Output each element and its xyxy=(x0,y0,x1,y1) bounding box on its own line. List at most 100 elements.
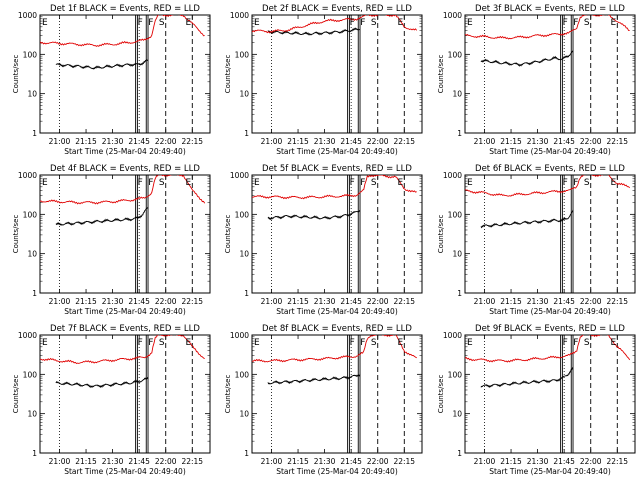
y-tick-label: 100 xyxy=(23,50,38,59)
plot-frame xyxy=(251,174,423,294)
events-series-line xyxy=(480,367,574,388)
y-axis-label: Counts/sec xyxy=(437,375,445,414)
events-series-line xyxy=(480,209,574,229)
x-axis-label: Start Time (25-Mar-04 20:49:40) xyxy=(276,307,398,316)
y-axis-label: Counts/sec xyxy=(437,215,445,254)
marker-label: E xyxy=(610,178,616,188)
lld-series-line xyxy=(252,175,417,200)
marker-label: F xyxy=(573,18,578,28)
y-tick-label: 10 xyxy=(27,250,37,259)
events-series-line xyxy=(55,206,149,226)
plot-frame xyxy=(39,174,211,294)
y-tick-label: 100 xyxy=(448,370,463,379)
x-tick-label: 21:15 xyxy=(75,297,97,306)
x-tick-label: 21:30 xyxy=(314,457,336,466)
y-tick-label: 10 xyxy=(239,90,249,99)
lld-series-line xyxy=(465,335,631,363)
plot-frame xyxy=(464,14,636,134)
x-tick-label: 21:45 xyxy=(128,137,150,146)
x-tick-label: 21:30 xyxy=(102,297,124,306)
y-tick-label: 100 xyxy=(235,370,250,379)
marker-label: F xyxy=(360,18,365,28)
lld-series-line xyxy=(40,175,206,205)
x-tick-label: 22:15 xyxy=(393,457,415,466)
plot-frame xyxy=(464,334,636,454)
x-tick-label: 22:15 xyxy=(606,297,628,306)
y-tick-label: 1 xyxy=(32,449,37,458)
y-tick-label: 1 xyxy=(32,129,37,138)
marker-label: S xyxy=(584,18,590,28)
events-series-line xyxy=(267,374,361,385)
x-tick-label: 21:30 xyxy=(314,297,336,306)
panel-title: Det 5f BLACK = Events, RED = LLD xyxy=(262,164,412,174)
y-tick-label: 1000 xyxy=(18,331,37,340)
y-axis-label: Counts/sec xyxy=(224,55,232,94)
x-tick-label: 21:15 xyxy=(75,137,97,146)
marker-label: F xyxy=(563,18,568,28)
events-series-line xyxy=(55,59,149,70)
detector-panel: Det 1f BLACK = Events, RED = LLD 1 10 100 10… xyxy=(12,4,211,156)
x-axis-label: Start Time (25-Mar-04 20:49:40) xyxy=(489,467,611,476)
plot-frame xyxy=(39,334,211,454)
y-tick-label: 100 xyxy=(235,50,250,59)
marker-label: E xyxy=(610,18,616,28)
marker-label: E xyxy=(467,178,473,188)
x-tick-label: 21:00 xyxy=(474,137,496,146)
y-axis-label: Counts/sec xyxy=(12,375,20,414)
x-tick-label: 21:15 xyxy=(287,297,309,306)
marker-label: F xyxy=(360,338,365,348)
marker-label: S xyxy=(371,178,377,188)
x-tick-label: 21:45 xyxy=(340,297,362,306)
x-tick-label: 21:45 xyxy=(340,137,362,146)
y-tick-label: 1000 xyxy=(443,11,462,20)
x-tick-label: 21:30 xyxy=(102,137,124,146)
x-tick-label: 21:30 xyxy=(527,297,549,306)
x-tick-label: 21:15 xyxy=(500,457,522,466)
x-tick-label: 21:15 xyxy=(75,457,97,466)
x-tick-label: 22:00 xyxy=(367,297,389,306)
detector-panel: Det 3f BLACK = Events, RED = LLD 1 10 100 10… xyxy=(437,4,636,156)
y-tick-label: 10 xyxy=(239,410,249,419)
detector-panel: Det 9f BLACK = Events, RED = LLD 1 10 100 10… xyxy=(437,324,636,476)
plot-frame xyxy=(464,174,636,294)
marker-label: E xyxy=(185,178,191,188)
marker-label: E xyxy=(397,338,403,348)
marker-label: S xyxy=(159,338,165,348)
x-axis-label: Start Time (25-Mar-04 20:49:40) xyxy=(489,307,611,316)
y-axis-label: Counts/sec xyxy=(224,375,232,414)
y-tick-label: 100 xyxy=(448,210,463,219)
marker-label: F xyxy=(138,18,143,28)
x-tick-label: 22:00 xyxy=(580,297,602,306)
marker-label: E xyxy=(42,338,48,348)
marker-label: E xyxy=(254,178,260,188)
x-axis-label: Start Time (25-Mar-04 20:49:40) xyxy=(276,467,398,476)
y-tick-label: 100 xyxy=(448,50,463,59)
detector-panel: Det 4f BLACK = Events, RED = LLD 1 10 100 10… xyxy=(12,164,211,316)
marker-label: S xyxy=(371,338,377,348)
plot-frame xyxy=(251,14,423,134)
y-tick-label: 1000 xyxy=(230,331,249,340)
x-tick-label: 21:00 xyxy=(49,457,71,466)
x-tick-label: 22:00 xyxy=(367,457,389,466)
marker-label: S xyxy=(584,178,590,188)
y-tick-label: 1000 xyxy=(443,331,462,340)
y-axis-label: Counts/sec xyxy=(437,55,445,94)
x-axis-label: Start Time (25-Mar-04 20:49:40) xyxy=(489,147,611,156)
lld-series-line xyxy=(252,335,417,363)
x-tick-label: 22:00 xyxy=(155,297,177,306)
marker-label: F xyxy=(573,338,578,348)
plot-frame xyxy=(39,14,211,134)
x-tick-label: 21:00 xyxy=(261,137,283,146)
detector-panel: Det 6f BLACK = Events, RED = LLD 1 10 100 10… xyxy=(437,164,636,316)
marker-label: E xyxy=(610,338,616,348)
y-tick-label: 10 xyxy=(452,90,462,99)
x-tick-label: 22:15 xyxy=(181,137,203,146)
events-series-line xyxy=(267,27,361,36)
x-tick-label: 22:00 xyxy=(580,457,602,466)
x-tick-label: 21:30 xyxy=(314,137,336,146)
marker-label: E xyxy=(254,18,260,28)
events-series-line xyxy=(55,376,149,389)
marker-label: F xyxy=(138,338,143,348)
y-tick-label: 100 xyxy=(235,210,250,219)
y-tick-label: 1 xyxy=(244,289,249,298)
